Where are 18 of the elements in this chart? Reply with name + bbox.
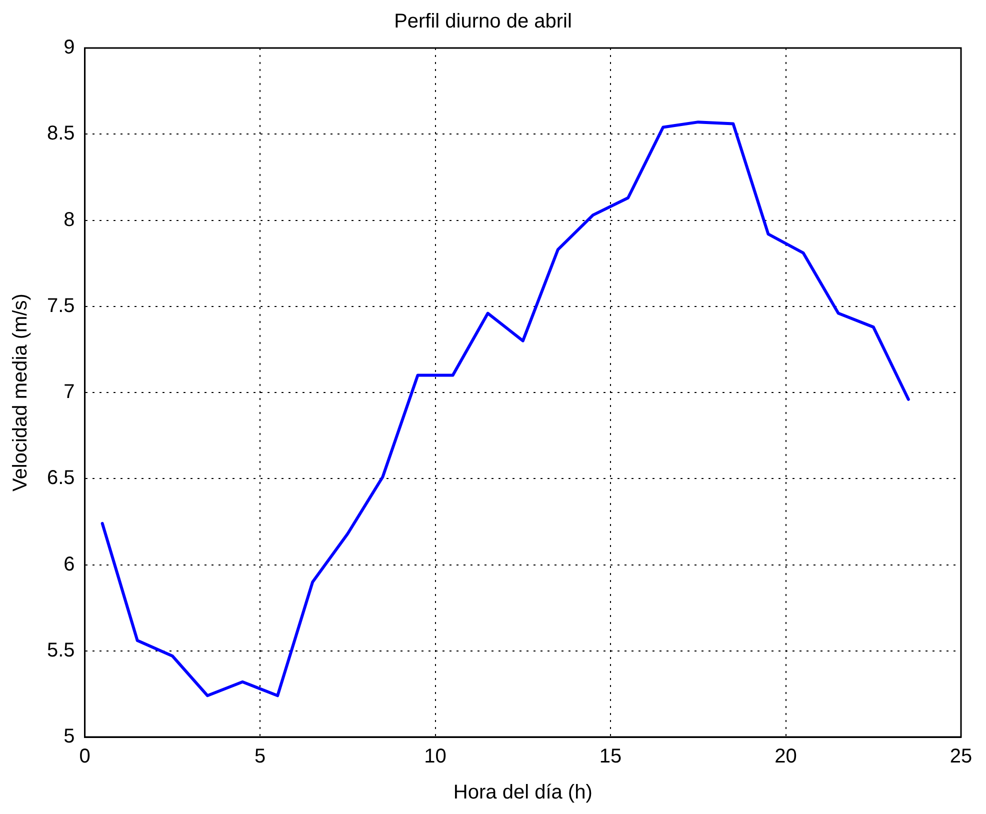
y-tick-label: 6 [64,553,75,576]
y-tick-label: 5 [64,726,75,748]
x-tick-label: 0 [79,746,90,768]
x-tick-label: 15 [599,746,622,768]
x-tick-label: 5 [254,746,266,768]
x-tick-label: 25 [950,746,972,768]
y-tick-label: 6.5 [46,467,75,490]
y-tick-label: 8.5 [46,122,75,145]
y-tick-label: 5.5 [46,639,75,662]
y-tick-label: 8 [64,208,75,231]
chart-title: Perfil diurno de abril [394,10,572,33]
y-tick-label: 7.5 [46,294,75,317]
x-tick-label: 20 [774,746,797,768]
y-tick-label: 9 [64,36,75,59]
x-axis-title: Hora del día (h) [453,782,592,804]
y-axis-title: Velocidad media (m/s) [10,294,32,492]
x-tick-label: 10 [424,746,446,768]
y-tick-label: 7 [64,381,75,404]
